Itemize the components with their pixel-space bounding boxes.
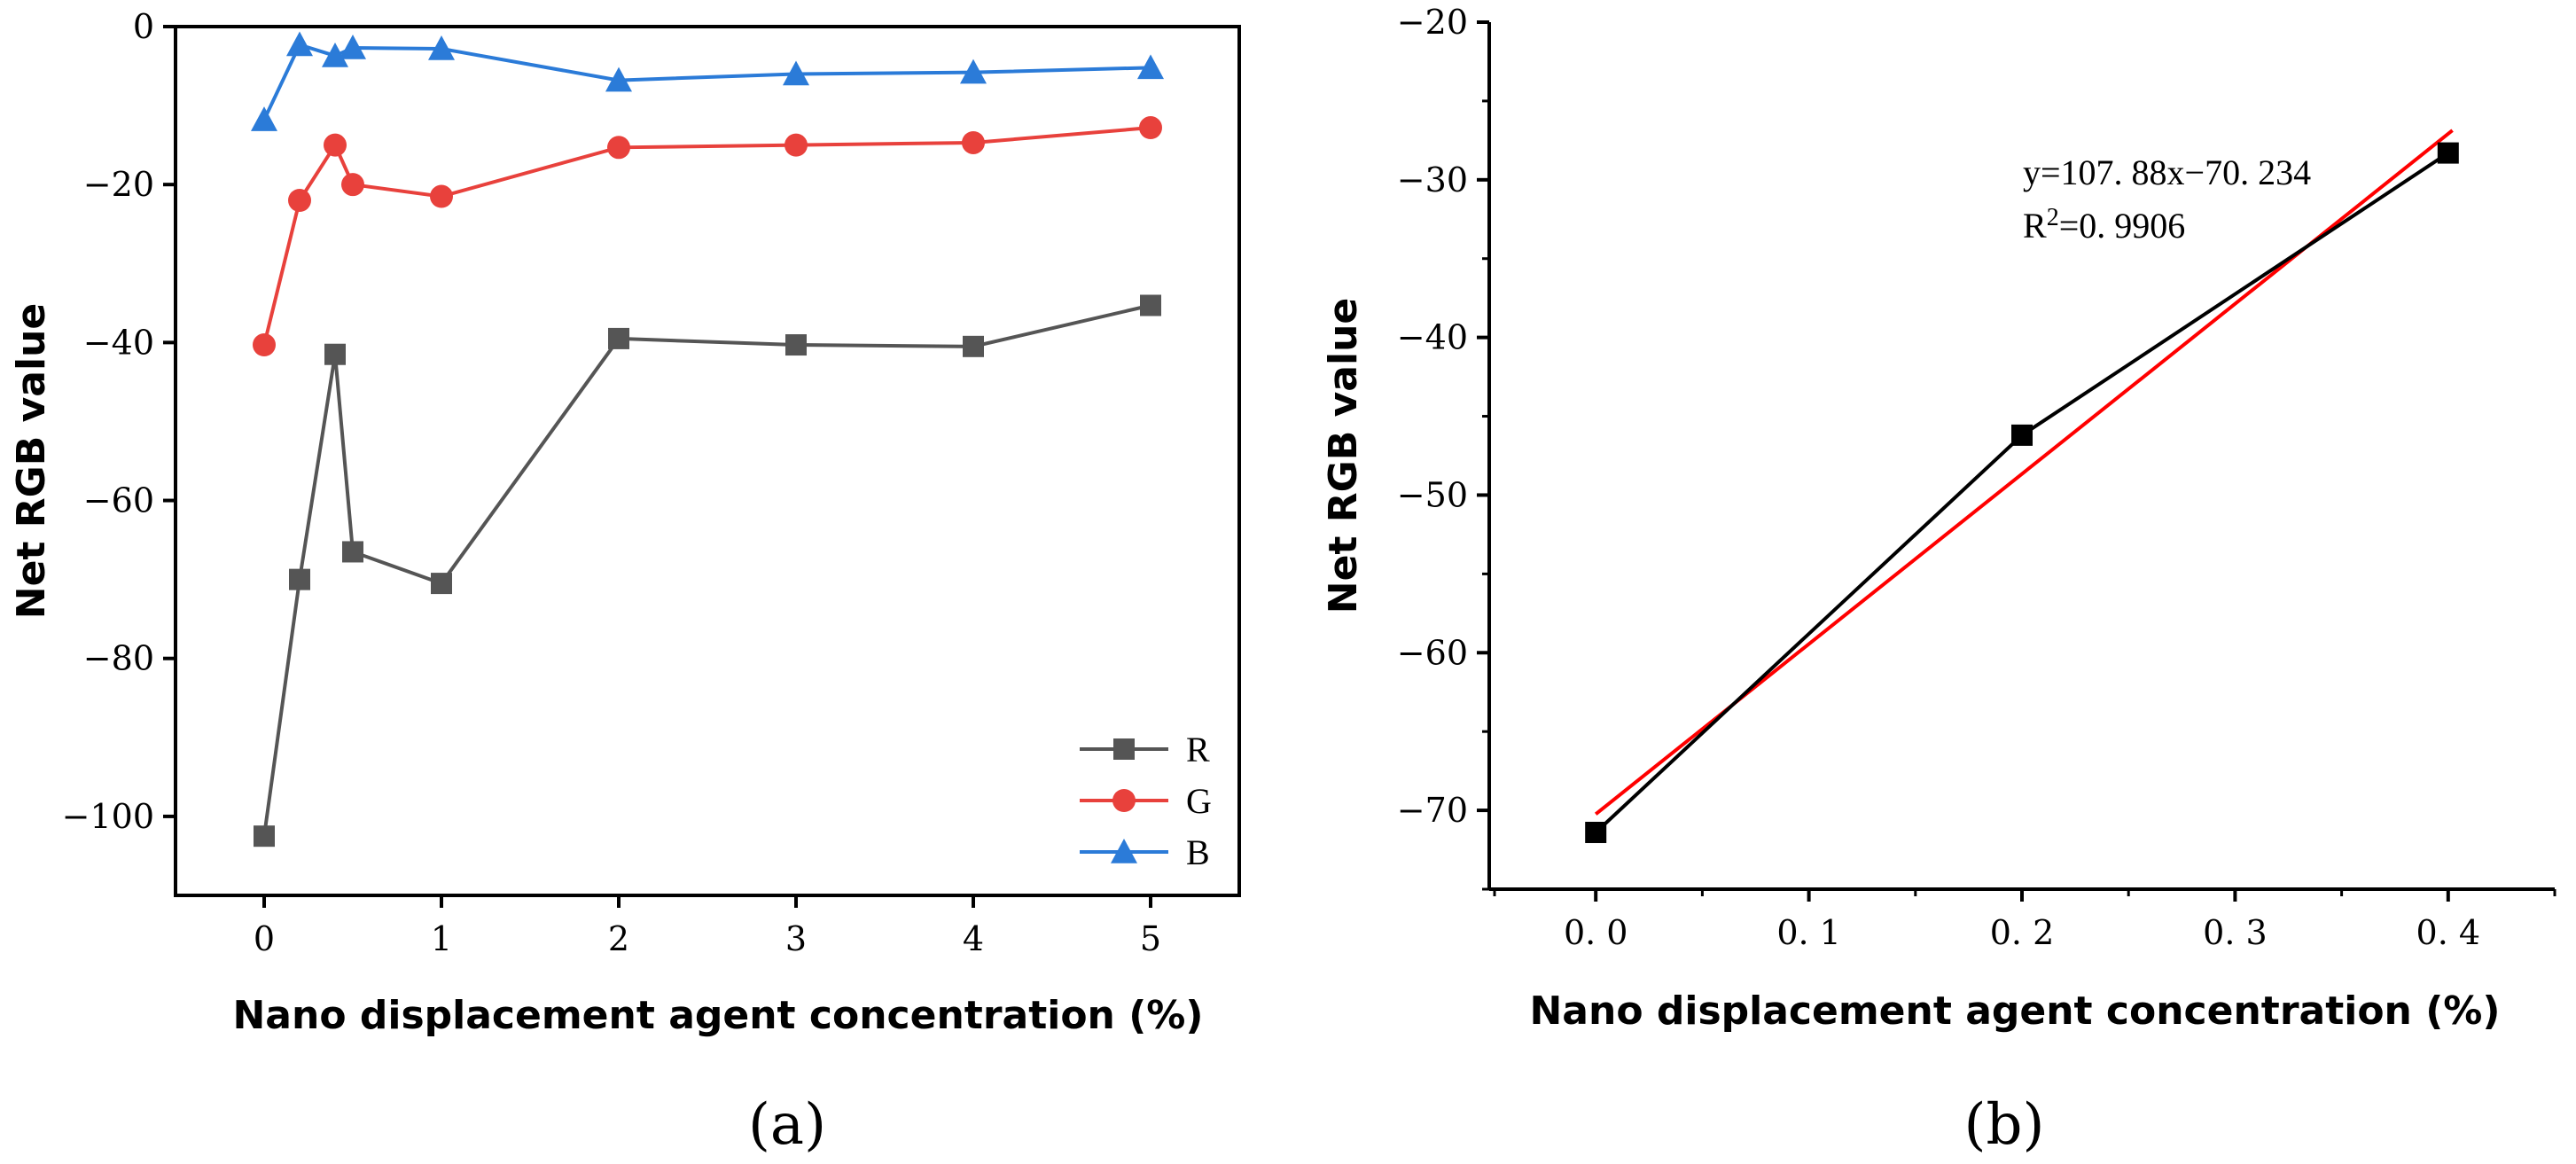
data-point (2437, 142, 2459, 164)
data-point-G (341, 173, 364, 197)
data-point-B (322, 42, 348, 67)
series-line (1594, 151, 2449, 834)
chart-b-y-tick-label: −40 (1397, 318, 1468, 357)
r2-value: =0. 9906 (2059, 206, 2186, 246)
chart-a-x-tick-label: 3 (785, 919, 807, 958)
chart-a-x-axis-title: Nano displacement agent concentration (%… (232, 993, 1203, 1038)
data-point-R (963, 335, 984, 357)
r2-prefix: R (2023, 206, 2047, 246)
data-point-R (1140, 294, 1161, 316)
data-point-B (428, 35, 455, 60)
legend-label-G: G (1186, 781, 1212, 821)
chart-a-ticks: 0 1 2 3 4 5 0 −20 −40 −60 −80 −100 (62, 7, 1161, 958)
data-point-R (342, 541, 363, 563)
legend-label-B: B (1186, 832, 1210, 872)
data-point-R (608, 327, 629, 349)
chart-a-series (251, 31, 1164, 848)
chart-a-x-tick-label: 2 (608, 919, 629, 958)
chart-b-series (1585, 129, 2459, 843)
data-point-G (785, 133, 808, 157)
chart-a: 0 1 2 3 4 5 0 −20 −40 −60 −80 −100 RGB Net RGB valu… (9, 7, 1241, 1158)
chart-b-x-tick-label: 0. 2 (1990, 913, 2055, 952)
data-point-G (324, 133, 347, 157)
chart-a-x-tick-label: 4 (963, 919, 984, 958)
data-point-B (1137, 54, 1164, 80)
chart-b-y-tick-label: −70 (1397, 791, 1468, 830)
data-point-B (783, 60, 809, 86)
data-point (1585, 821, 1607, 843)
data-point-B (340, 35, 366, 59)
data-point-R (431, 573, 452, 595)
chart-b-fit-equation: y=107. 88x−70. 234 (2023, 152, 2311, 192)
chart-b-y-tick-label: −50 (1397, 475, 1468, 514)
chart-b-y-tick-label: −20 (1397, 3, 1468, 42)
legend-marker-G (1112, 789, 1136, 812)
chart-a-plot-frame (174, 25, 1241, 897)
data-point-B (286, 31, 313, 57)
series-line-R (262, 303, 1151, 837)
legend-marker-R (1113, 738, 1135, 760)
data-point-G (253, 333, 276, 357)
data-point-R (324, 343, 346, 365)
chart-b-panel-label: (b) (1964, 1092, 2045, 1158)
data-point-G (430, 184, 453, 208)
chart-b: 0. 0 0. 1 0. 2 0. 3 0. 4 −20 −30 −40 −50 −60 −70 y… (1321, 3, 2556, 1158)
chart-a-panel-label: (a) (748, 1092, 826, 1158)
chart-a-y-tick-label: 0 (133, 7, 154, 46)
series-line-G (262, 126, 1151, 346)
chart-a-x-tick-label: 5 (1140, 919, 1161, 958)
chart-a-y-tick-label: −80 (83, 639, 154, 678)
legend-label-R: R (1186, 730, 1210, 769)
data-point-G (962, 130, 985, 154)
chart-b-y-axis-title: Net RGB value (1321, 298, 1366, 614)
chart-a-x-tick-label: 1 (431, 919, 452, 958)
data-point (2011, 424, 2033, 446)
data-point-R (254, 825, 275, 848)
data-point-B (251, 106, 277, 131)
chart-b-x-tick-label: 0. 0 (1564, 913, 1628, 952)
chart-a-y-tick-label: −20 (83, 165, 154, 204)
chart-b-y-tick-label: −60 (1397, 633, 1468, 672)
chart-b-x-tick-label: 0. 1 (1776, 913, 1841, 952)
chart-a-y-tick-label: −40 (83, 323, 154, 362)
data-point-B (605, 66, 632, 92)
data-point-G (1139, 116, 1162, 140)
data-point-G (288, 189, 311, 212)
data-point-B (960, 59, 987, 84)
chart-a-y-tick-label: −100 (62, 797, 154, 836)
series-line-B (262, 43, 1151, 121)
chart-a-y-tick-label: −60 (83, 481, 154, 520)
chart-a-y-axis-title: Net RGB value (9, 303, 54, 620)
chart-b-x-tick-label: 0. 4 (2416, 913, 2481, 952)
chart-a-legend: RGB (1080, 730, 1212, 872)
chart-a-x-tick-label: 0 (254, 919, 275, 958)
chart-b-x-tick-label: 0. 3 (2203, 913, 2268, 952)
chart-b-x-axis-title: Nano displacement agent concentration (%… (1529, 988, 2500, 1034)
data-point-R (785, 334, 807, 356)
data-point-G (607, 136, 630, 160)
data-point-R (289, 568, 310, 590)
legend-marker-B (1111, 839, 1137, 863)
chart-b-axes (1487, 22, 2555, 891)
r2-superscript: 2 (2047, 204, 2059, 231)
chart-b-ticks: 0. 0 0. 1 0. 2 0. 3 0. 4 −20 −30 −40 −50 −60 −70 (1397, 3, 2556, 952)
chart-b-fit-r-squared: R2=0. 9906 (2023, 204, 2185, 246)
chart-b-y-tick-label: −30 (1397, 160, 1468, 199)
